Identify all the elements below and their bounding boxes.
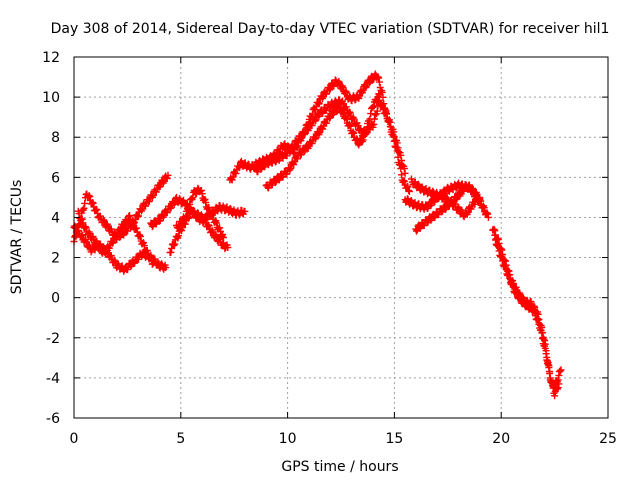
y-tick-labels: -6 -4 -2 0 2 4 6 8 10 12 [42, 50, 60, 427]
plot-frame [73, 56, 609, 419]
y-axis-label: SDTVAR / TECUs [9, 180, 25, 295]
series-markers [408, 175, 484, 221]
series-track-c [74, 207, 157, 268]
x-tick-labels: 0 5 10 15 20 25 [70, 431, 617, 447]
series-track-h [252, 96, 413, 195]
series-markers [226, 70, 409, 184]
y-tick-label: -2 [46, 331, 60, 347]
series-markers [173, 184, 227, 241]
y-tick-label: 0 [51, 291, 60, 307]
series-track-n [491, 231, 563, 400]
x-tick-label: 20 [492, 431, 510, 447]
x-tick-label: 5 [176, 431, 185, 447]
series-track-f [173, 184, 227, 241]
y-tick-label: -4 [46, 371, 60, 387]
series-markers [491, 231, 563, 400]
y-tick-label: 8 [51, 130, 60, 146]
series-track-i [262, 90, 383, 192]
grid-lines [74, 57, 608, 418]
data-points [70, 70, 565, 400]
tick-marks [73, 56, 609, 419]
x-tick-label: 0 [70, 431, 79, 447]
y-tick-label: 6 [51, 170, 60, 186]
series-track-g [226, 70, 409, 184]
y-tick-label: -6 [46, 411, 60, 427]
series-markers [262, 90, 383, 192]
y-tick-label: 4 [51, 210, 60, 226]
x-tick-label: 15 [385, 431, 403, 447]
x-tick-label: 10 [279, 431, 297, 447]
series-markers [252, 96, 413, 195]
y-tick-label: 12 [42, 50, 60, 66]
series-track-l [408, 175, 484, 221]
x-tick-label: 25 [599, 431, 617, 447]
x-axis-label: GPS time / hours [281, 459, 398, 475]
series-markers [74, 207, 157, 268]
y-tick-label: 10 [42, 90, 60, 106]
chart-title: Day 308 of 2014, Sidereal Day-to-day VTE… [51, 21, 610, 37]
y-tick-label: 2 [51, 251, 60, 267]
